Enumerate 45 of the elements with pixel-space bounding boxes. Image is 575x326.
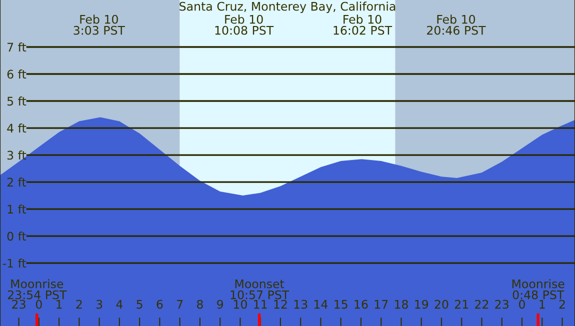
- x-tick-label: 0: [519, 300, 525, 309]
- annotation: Feb 10 10:08 PST: [215, 14, 274, 35]
- x-tick-label: 23: [495, 300, 508, 309]
- x-tick-label: 13: [294, 300, 308, 309]
- x-tick-label: 3: [96, 300, 102, 309]
- x-tick-label: 23: [12, 300, 26, 309]
- y-tick-label: 1 ft: [8, 204, 26, 214]
- y-tick-label: 2 ft: [7, 178, 26, 187]
- x-tick-label: 1: [56, 300, 62, 309]
- x-tick-label: 2: [76, 300, 82, 309]
- x-tick-label: 15: [334, 300, 348, 309]
- y-tick-label: 4 ft: [7, 124, 26, 133]
- annotation: Feb 10 20:46 PST: [427, 14, 486, 35]
- annotation: Feb 10 16:02 PST: [334, 14, 392, 35]
- x-tick-label: 14: [314, 300, 328, 309]
- x-tick-label: 22: [475, 300, 488, 309]
- x-tick-label: 19: [415, 300, 428, 309]
- y-tick-label: 6 ft: [7, 70, 26, 79]
- x-tick-label: 6: [156, 300, 163, 309]
- x-tick-label: 20: [434, 300, 448, 309]
- ref-line-label: Moonset 10:57 PST: [230, 280, 290, 300]
- y-tick-label: 5 ft: [7, 96, 26, 106]
- x-tick-label: 8: [196, 300, 203, 309]
- x-tick-label: 17: [374, 300, 388, 309]
- x-tick-label: 5: [136, 300, 142, 309]
- x-tick-label: 10: [234, 300, 247, 309]
- x-tick-label: 11: [254, 300, 267, 309]
- y-tick-label: -1 ft: [2, 258, 26, 268]
- x-tick-label: 16: [354, 300, 368, 309]
- y-tick-label: 7 ft: [8, 42, 26, 52]
- x-tick-label: 1: [540, 300, 545, 309]
- y-tick-label: 0 ft: [7, 232, 26, 241]
- x-tick-label: 21: [454, 300, 468, 309]
- x-tick-label: 4: [116, 300, 123, 309]
- x-tick-label: 0: [36, 300, 42, 309]
- chart-title: Santa Cruz, Monterey Bay, California: [180, 2, 396, 14]
- annotation: Feb 10 3:03 PST: [74, 14, 125, 35]
- x-tick-label: 18: [395, 300, 408, 309]
- x-tick-label: 7: [177, 300, 183, 309]
- ref-line-label: Moonrise 23:54 PST: [8, 279, 67, 300]
- x-tick-label: 2: [559, 300, 565, 309]
- y-tick-label: 3 ft: [7, 150, 26, 160]
- ref-line-label: Moonrise 0:48 PST: [512, 279, 564, 300]
- x-tick-label: 9: [217, 300, 223, 309]
- x-tick-label: 12: [274, 300, 287, 309]
